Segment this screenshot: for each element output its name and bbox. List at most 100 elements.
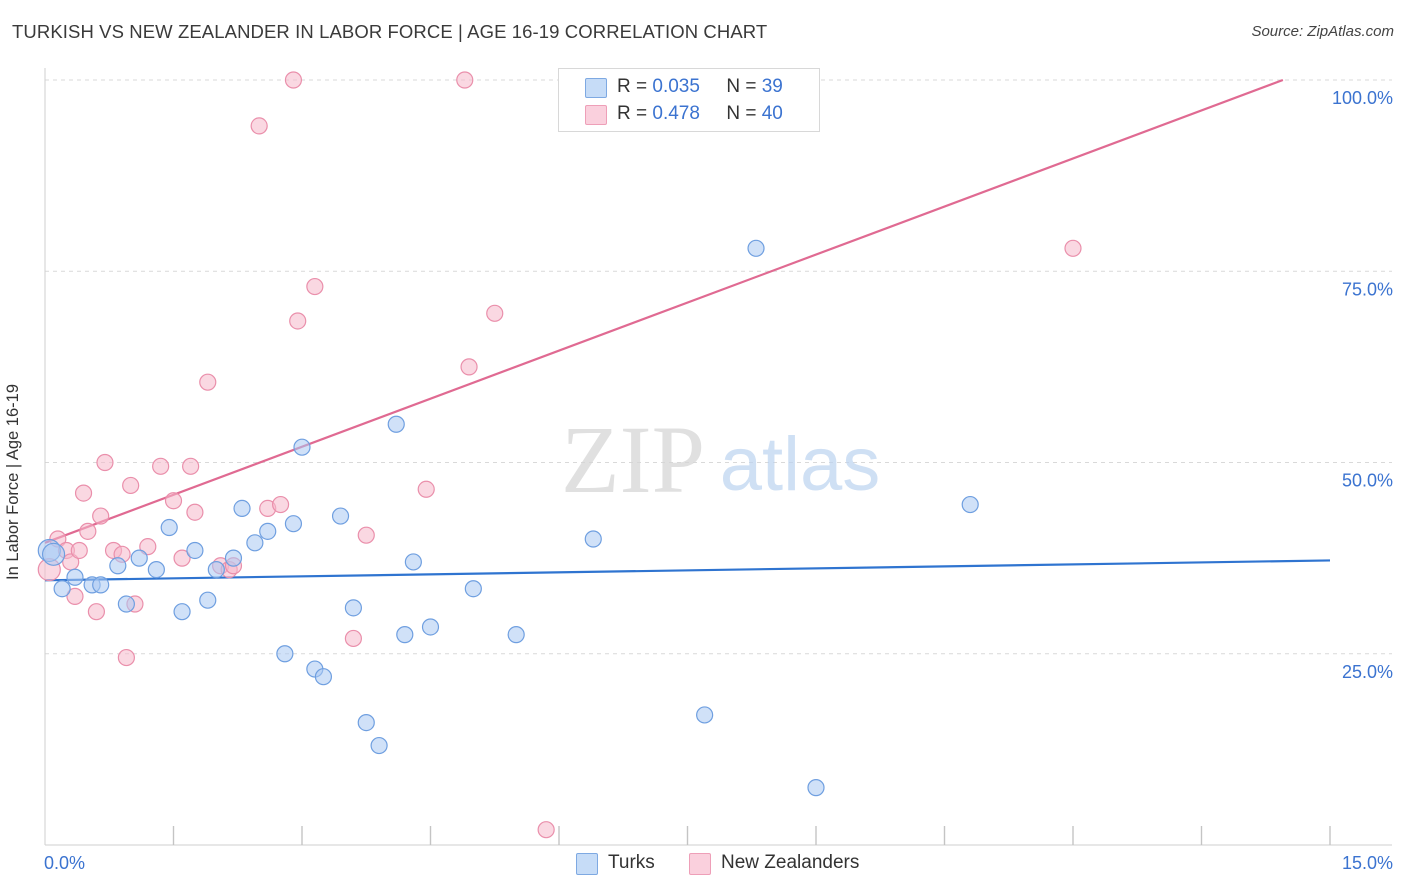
nz-point <box>284 71 303 89</box>
turks-point <box>370 736 388 755</box>
trend-line-layer <box>44 78 1331 582</box>
turks-point <box>344 599 362 617</box>
point-layer <box>37 71 1082 839</box>
turks-point <box>207 560 225 579</box>
turks-point <box>109 557 127 575</box>
chart-title: TURKISH VS NEW ZEALANDER IN LABOR FORCE … <box>12 21 768 42</box>
turks-point <box>507 626 525 644</box>
turks-point <box>314 668 333 686</box>
nz-point <box>92 507 110 525</box>
nz-point <box>357 526 375 544</box>
y-tick-label: 25.0% <box>1342 662 1393 682</box>
turks-point <box>41 542 66 566</box>
x-tick-label-min: 0.0% <box>44 853 85 873</box>
turks-point <box>284 515 303 533</box>
nz-point <box>74 484 93 502</box>
bottom-legend-swatch-turks <box>576 853 598 875</box>
legend-n-label: N = <box>726 76 757 97</box>
nz-point <box>456 71 474 89</box>
nz-point <box>152 457 170 475</box>
source-credit: Source: ZipAtlas.com <box>1251 23 1394 40</box>
turks-point <box>160 518 178 537</box>
legend-r-label: R = <box>617 76 648 97</box>
legend-r-label: R = <box>617 103 648 124</box>
nz-point <box>173 549 191 567</box>
turks-trend-line <box>44 559 1331 582</box>
turks-point <box>224 549 243 567</box>
grid-layer <box>45 79 1392 655</box>
nz-point <box>486 304 504 322</box>
nz-point <box>139 538 157 556</box>
nz-point <box>271 495 290 514</box>
turks-point <box>147 560 165 579</box>
nz-point <box>199 373 217 391</box>
turks-point <box>66 568 84 586</box>
watermark: ZIP atlas <box>561 406 880 513</box>
nz-point <box>186 503 204 521</box>
axis-layer <box>44 68 1392 846</box>
turks-point <box>246 534 264 552</box>
legend-swatch-turks <box>585 78 607 98</box>
watermark-zip: ZIP <box>561 406 705 513</box>
nz-point <box>117 648 135 667</box>
turks-point <box>464 580 482 598</box>
turks-point <box>130 549 148 567</box>
y-axis-label: In Labor Force | Age 16-19 <box>4 384 22 580</box>
legend-r-value-nz: 0.478 <box>652 103 700 124</box>
nz-point <box>344 629 362 648</box>
nz-point <box>537 821 555 839</box>
turks-point <box>404 553 422 571</box>
x-tick-label-max: 15.0% <box>1342 853 1393 873</box>
turks-point <box>696 706 714 724</box>
turks-point <box>396 626 414 644</box>
y-tick-label: 75.0% <box>1342 279 1393 299</box>
turks-point <box>387 415 405 433</box>
nz-point <box>306 277 324 296</box>
nz-point <box>87 603 106 621</box>
turks-point <box>92 576 110 594</box>
turks-point <box>199 591 217 609</box>
y-tick-label-layer: 100.0% 75.0% 50.0% 25.0% <box>1332 88 1393 682</box>
turks-point <box>357 713 375 732</box>
turks-point <box>259 522 277 540</box>
nz-point <box>79 522 97 540</box>
legend-n-label: N = <box>726 103 757 124</box>
turks-point <box>173 603 191 621</box>
turks-point <box>961 495 979 514</box>
bottom-legend-label-turks: Turks <box>608 852 655 873</box>
bottom-legend-label-nz: New Zealanders <box>721 852 860 873</box>
nz-point <box>417 480 435 498</box>
nz-point <box>122 476 140 495</box>
turks-point <box>293 438 311 456</box>
turks-point <box>276 645 294 663</box>
legend-n-value-turks: 39 <box>761 76 783 97</box>
nz-point <box>96 453 114 472</box>
nz-point <box>66 587 84 605</box>
nz-point <box>289 312 307 330</box>
turks-point <box>233 499 251 517</box>
turks-point <box>421 618 440 636</box>
turks-point <box>747 239 765 257</box>
turks-point <box>331 507 350 525</box>
correlation-legend: R = 0.035 N = 39 R = 0.478 N = 40 <box>558 68 820 132</box>
turks-point <box>186 541 204 560</box>
y-tick-label: 50.0% <box>1342 471 1393 491</box>
turks-point <box>117 595 135 613</box>
turks-point <box>53 580 71 598</box>
nz-point <box>70 541 88 560</box>
nz-point <box>460 358 478 376</box>
watermark-atlas: atlas <box>720 422 881 507</box>
legend-r-value-turks: 0.035 <box>652 76 700 97</box>
nz-point <box>1064 239 1082 257</box>
legend-n-value-nz: 40 <box>761 103 783 124</box>
nz-trend-line <box>44 78 1284 544</box>
legend-swatch-nz <box>585 105 607 125</box>
bottom-legend-swatch-nz <box>689 853 711 875</box>
y-tick-label: 100.0% <box>1332 88 1393 108</box>
nz-point <box>164 492 183 510</box>
nz-point <box>182 457 200 475</box>
nz-point <box>250 117 268 135</box>
turks-point <box>807 779 825 797</box>
turks-point <box>584 530 602 548</box>
